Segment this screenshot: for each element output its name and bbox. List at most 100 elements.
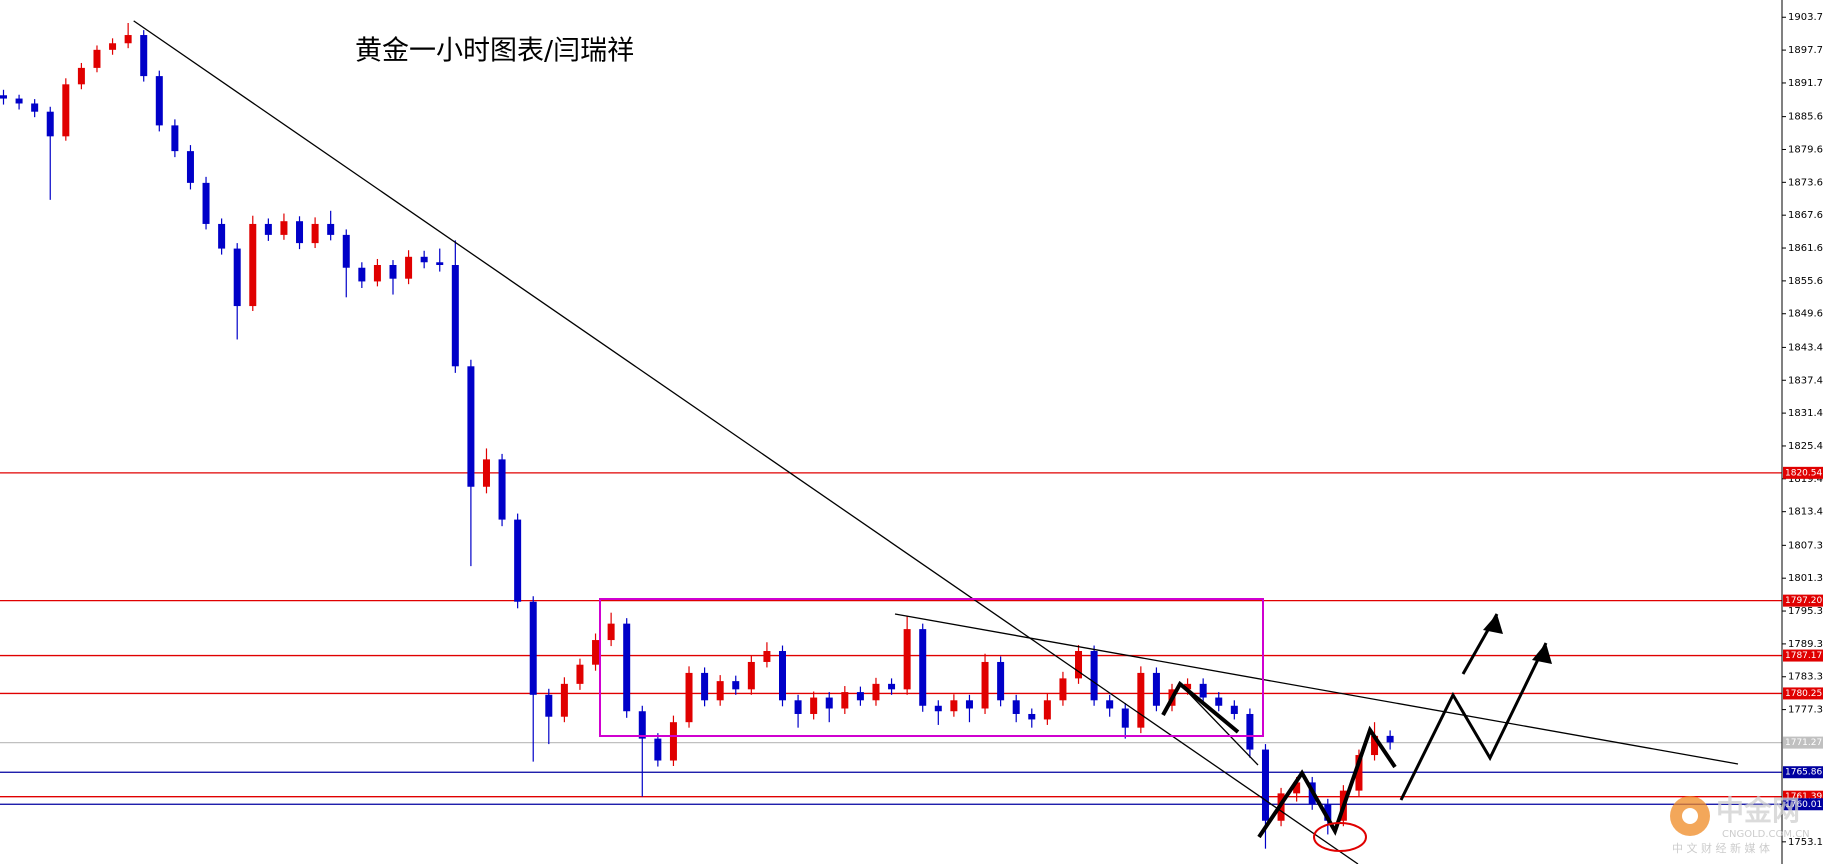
trend-line (133, 20, 1359, 864)
y-tick-label: 1819.45 (1788, 474, 1823, 485)
candle-body (716, 681, 724, 701)
candle-body (919, 629, 927, 706)
candle-body (1137, 672, 1145, 728)
level-label-box (1783, 594, 1823, 607)
level-label: 1820.54 (1785, 468, 1822, 478)
candle-body (140, 35, 148, 77)
candle-body (1028, 713, 1036, 720)
y-tick-label: 1891.75 (1788, 78, 1823, 89)
candle-body (1043, 700, 1051, 720)
highlight-ellipse (1313, 822, 1367, 852)
y-tick-label: 1777.30 (1788, 705, 1823, 716)
level-label: 1761.39 (1785, 792, 1822, 802)
watermark-url: CNGOLD.COM.CN (1722, 829, 1810, 840)
candle-body (1246, 713, 1254, 750)
candle-body (1059, 678, 1067, 701)
candle-body (1324, 804, 1332, 821)
candle-body (62, 84, 70, 137)
level-label: 1771.27 (1785, 738, 1822, 748)
candle-body (1215, 697, 1223, 706)
candle-body (1184, 683, 1192, 690)
candle-body (171, 125, 179, 152)
candle-body (296, 221, 304, 244)
candle-body (514, 519, 522, 602)
level-label: 1797.20 (1785, 596, 1822, 606)
candle-body (15, 98, 23, 104)
watermark-logo (1682, 808, 1698, 824)
candle-body (576, 664, 584, 684)
candle-body (825, 697, 833, 709)
candle-body (249, 223, 257, 307)
level-label: 1760.01 (1785, 800, 1822, 810)
path-arrow (1257, 725, 1397, 839)
candle-body (965, 700, 973, 709)
level-lines (0, 472, 1782, 805)
candle-body (560, 683, 568, 717)
watermark: 中金网 CNGOLD.COM.CN 中 文 财 经 新 媒 体 (1670, 794, 1810, 855)
candle-body (373, 265, 381, 282)
candle-body (623, 623, 631, 712)
y-tick-label: 1885.60 (1788, 112, 1823, 123)
trend-line (1179, 683, 1259, 766)
candle-body (1199, 683, 1207, 698)
arrow-head (1532, 643, 1552, 664)
candle-body (1090, 651, 1098, 701)
candle-body (186, 151, 194, 183)
y-tick-label: 1903.75 (1788, 12, 1823, 23)
level-label: 1787.17 (1785, 651, 1822, 661)
drawings (133, 20, 1739, 864)
y-tick-label: 1795.30 (1788, 606, 1823, 617)
candle-body (903, 629, 911, 690)
y-tick-label: 1873.60 (1788, 177, 1823, 188)
y-tick-label: 1813.45 (1788, 507, 1823, 518)
candle-body (1371, 735, 1379, 756)
y-tick-label: 1879.60 (1788, 144, 1823, 155)
candle-body (747, 661, 755, 690)
candle-body (607, 623, 615, 641)
y-tick-label: 1849.60 (1788, 309, 1823, 320)
trend-line (894, 613, 1739, 765)
candle-body (732, 681, 740, 690)
candle-body (981, 661, 989, 709)
candle-body (997, 661, 1005, 701)
y-tick-label: 1867.60 (1788, 210, 1823, 221)
level-label-box (1783, 466, 1823, 479)
candle-body (389, 265, 397, 279)
candle-body (934, 705, 942, 712)
candle-body (810, 697, 818, 714)
candle-body (233, 248, 241, 307)
level-label-box (1783, 736, 1823, 749)
candle-body (202, 182, 210, 224)
candle-body (451, 265, 459, 367)
candle-body (1261, 749, 1269, 821)
y-tick-label: 1783.30 (1788, 672, 1823, 683)
candle-body (1106, 700, 1114, 709)
candle-body (218, 223, 226, 249)
y-tick-label: 1837.45 (1788, 375, 1823, 386)
candle-body (685, 672, 693, 723)
candle-body (498, 459, 506, 520)
y-tick-label: 1789.30 (1788, 639, 1823, 650)
candle-body (545, 694, 553, 717)
candle-body (872, 683, 880, 701)
candle-body (109, 43, 117, 50)
candle-body (0, 95, 7, 99)
candle-body (779, 651, 786, 701)
candle-body (1121, 708, 1129, 728)
candle-body (529, 601, 537, 695)
candle-body (31, 103, 39, 112)
candle-body (358, 267, 366, 282)
candle-body (701, 672, 709, 701)
price-axis-ticks: 1903.75 1897.75 1891.75 1885.60 1879.60 1873.… (1782, 12, 1823, 848)
candle-body (1230, 705, 1238, 714)
level-label-box (1783, 649, 1823, 662)
level-label: 1780.25 (1785, 689, 1822, 699)
path-arrow (1161, 680, 1240, 734)
candle-body (280, 221, 288, 235)
candles (0, 22, 1394, 849)
range-box (599, 598, 1264, 737)
candle-body (1355, 755, 1363, 791)
candle-body (77, 67, 85, 85)
candle-body (1293, 782, 1301, 794)
